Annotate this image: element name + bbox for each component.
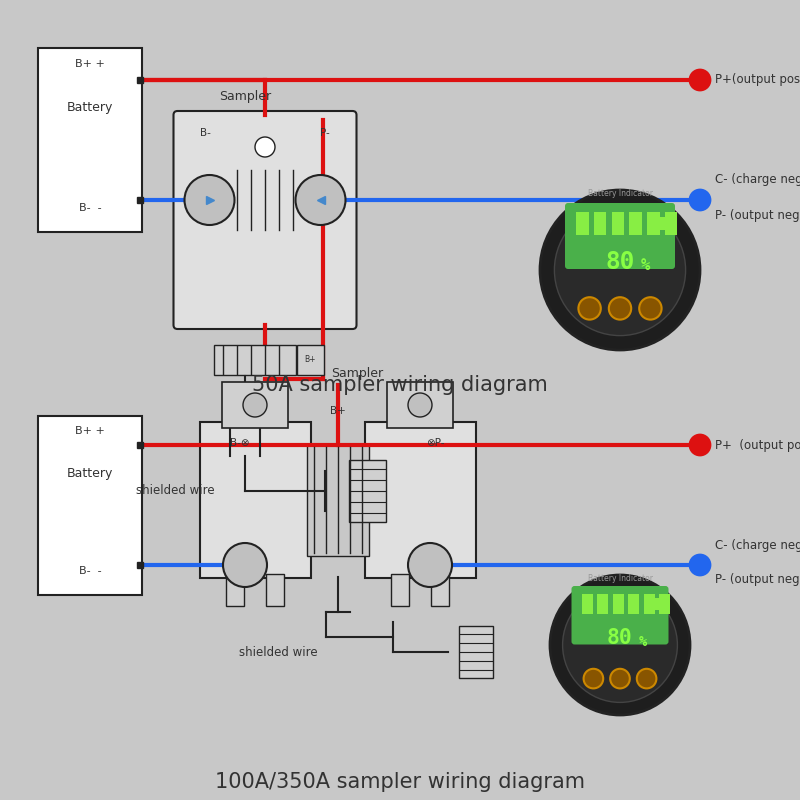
- Circle shape: [540, 190, 700, 350]
- Circle shape: [578, 297, 601, 319]
- Text: %: %: [641, 258, 650, 274]
- Circle shape: [637, 669, 657, 688]
- FancyBboxPatch shape: [654, 598, 660, 610]
- Text: shielded wire: shielded wire: [136, 485, 215, 498]
- Circle shape: [223, 543, 267, 587]
- FancyBboxPatch shape: [565, 203, 675, 269]
- FancyBboxPatch shape: [628, 594, 639, 614]
- Text: B-: B-: [200, 128, 211, 138]
- Text: Sampler: Sampler: [331, 367, 383, 380]
- Text: B-⊗: B-⊗: [230, 438, 250, 448]
- FancyBboxPatch shape: [644, 594, 654, 614]
- Circle shape: [609, 297, 631, 319]
- FancyBboxPatch shape: [659, 594, 670, 614]
- Text: Battery: Battery: [67, 101, 113, 114]
- FancyBboxPatch shape: [222, 382, 288, 428]
- Text: 80: 80: [606, 250, 634, 274]
- FancyBboxPatch shape: [598, 594, 608, 614]
- Circle shape: [243, 393, 267, 417]
- Text: shielded wire: shielded wire: [239, 646, 318, 658]
- FancyBboxPatch shape: [647, 212, 659, 235]
- FancyBboxPatch shape: [613, 594, 624, 614]
- Circle shape: [408, 543, 452, 587]
- FancyBboxPatch shape: [387, 382, 453, 428]
- Text: B+ +: B+ +: [75, 59, 105, 70]
- Text: C- (charge negative): C- (charge negative): [715, 174, 800, 186]
- Text: B+: B+: [304, 355, 316, 365]
- Text: P+(output positive): P+(output positive): [715, 74, 800, 86]
- Text: P- (output negative): P- (output negative): [715, 209, 800, 222]
- Text: Battery: Battery: [67, 467, 113, 480]
- Text: %: %: [638, 634, 646, 649]
- Text: ⊗P-: ⊗P-: [426, 438, 444, 448]
- Circle shape: [690, 190, 710, 210]
- FancyBboxPatch shape: [612, 212, 624, 235]
- Circle shape: [562, 587, 678, 702]
- FancyBboxPatch shape: [38, 415, 142, 594]
- FancyBboxPatch shape: [306, 444, 369, 556]
- Text: B+ +: B+ +: [75, 426, 105, 437]
- FancyBboxPatch shape: [365, 422, 475, 578]
- Circle shape: [690, 70, 710, 90]
- Text: Battery Indicator: Battery Indicator: [587, 574, 653, 583]
- FancyBboxPatch shape: [458, 626, 493, 678]
- Text: P+  (output positive): P+ (output positive): [715, 438, 800, 451]
- Circle shape: [554, 204, 686, 336]
- FancyBboxPatch shape: [576, 212, 589, 235]
- Circle shape: [408, 393, 432, 417]
- FancyBboxPatch shape: [214, 345, 296, 375]
- FancyBboxPatch shape: [659, 217, 666, 230]
- Text: P-: P-: [320, 128, 330, 138]
- FancyBboxPatch shape: [431, 574, 449, 606]
- Text: B-  -: B- -: [78, 566, 102, 577]
- Circle shape: [550, 575, 690, 715]
- Circle shape: [610, 669, 630, 688]
- Circle shape: [690, 435, 710, 455]
- Circle shape: [295, 175, 346, 225]
- FancyBboxPatch shape: [391, 574, 409, 606]
- Text: 100A/350A sampler wiring diagram: 100A/350A sampler wiring diagram: [215, 772, 585, 792]
- Circle shape: [639, 297, 662, 319]
- Text: B+: B+: [330, 406, 346, 416]
- Text: 80: 80: [607, 628, 633, 648]
- Text: P- (output negative): P- (output negative): [715, 574, 800, 586]
- FancyBboxPatch shape: [349, 460, 386, 522]
- Circle shape: [690, 555, 710, 575]
- Text: C- (charge negative): C- (charge negative): [715, 538, 800, 551]
- Circle shape: [584, 669, 603, 688]
- Text: B-  -: B- -: [78, 203, 102, 214]
- FancyBboxPatch shape: [199, 422, 310, 578]
- FancyBboxPatch shape: [665, 212, 677, 235]
- FancyBboxPatch shape: [266, 574, 284, 606]
- Circle shape: [255, 137, 275, 157]
- FancyBboxPatch shape: [297, 345, 324, 375]
- FancyBboxPatch shape: [582, 594, 593, 614]
- FancyBboxPatch shape: [38, 48, 142, 232]
- Text: 50A sampler wiring diagram: 50A sampler wiring diagram: [252, 375, 548, 395]
- Text: Battery Indicator: Battery Indicator: [587, 190, 653, 198]
- FancyBboxPatch shape: [226, 574, 244, 606]
- Text: Sampler: Sampler: [219, 90, 271, 103]
- FancyBboxPatch shape: [630, 212, 642, 235]
- Circle shape: [185, 175, 234, 225]
- FancyBboxPatch shape: [571, 586, 669, 645]
- FancyBboxPatch shape: [594, 212, 606, 235]
- FancyBboxPatch shape: [174, 111, 357, 329]
